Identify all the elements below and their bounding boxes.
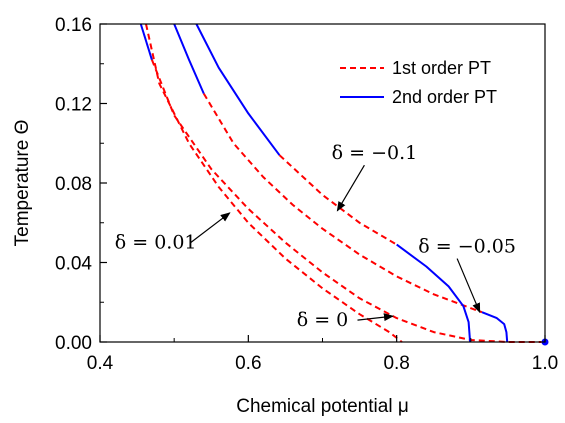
annotation-label: δ = 0	[297, 309, 349, 331]
x-tick-label: 0.4	[87, 353, 114, 374]
x-tick-label: 0.6	[235, 353, 261, 374]
y-tick-label: 0.08	[55, 174, 92, 195]
y-axis-label: Temperature Θ	[12, 120, 33, 247]
annotation-arrow	[190, 212, 231, 244]
ticks-layer: 0.4 0.6 0.8 1.0 0.00 0.04 0.08 0.12 0.16	[55, 15, 558, 374]
second-order-line	[173, 23, 205, 95]
legend-label: 1st order PT	[392, 58, 491, 78]
y-tick-label: 0.00	[55, 333, 92, 354]
series-2	[173, 23, 509, 343]
second-order-line	[481, 311, 509, 343]
legend-label: 2nd order PT	[392, 87, 497, 107]
x-tick-label: 0.8	[383, 353, 409, 374]
first-order-line	[202, 93, 483, 314]
second-order-line	[396, 243, 472, 343]
annotation-label: δ = −0.05	[418, 236, 516, 258]
x-tick-label: 1.0	[532, 353, 558, 374]
first-order-line	[145, 23, 403, 343]
y-tick-label: 0.04	[55, 254, 92, 275]
first-order-line	[150, 59, 542, 343]
annotation-arrow	[456, 258, 481, 314]
second-order-line	[139, 23, 153, 61]
series-1	[139, 23, 542, 343]
annotation-label: δ = 0.01	[115, 232, 197, 254]
second-order-line	[195, 23, 281, 156]
first-order-line	[278, 154, 398, 246]
series-0	[145, 23, 403, 343]
annotation-arrow	[357, 313, 394, 322]
y-tick-label: 0.12	[55, 95, 92, 116]
annotation-layer: δ = −0.1 δ = −0.05 δ = 0.01 δ = 0	[115, 142, 516, 331]
annotation-arrow	[336, 164, 365, 212]
x-axis-label: Chemical potential μ	[236, 396, 409, 417]
legend: 1st order PT 2nd order PT	[340, 58, 497, 107]
y-tick-label: 0.16	[55, 15, 92, 36]
annotation-label: δ = −0.1	[332, 142, 418, 164]
